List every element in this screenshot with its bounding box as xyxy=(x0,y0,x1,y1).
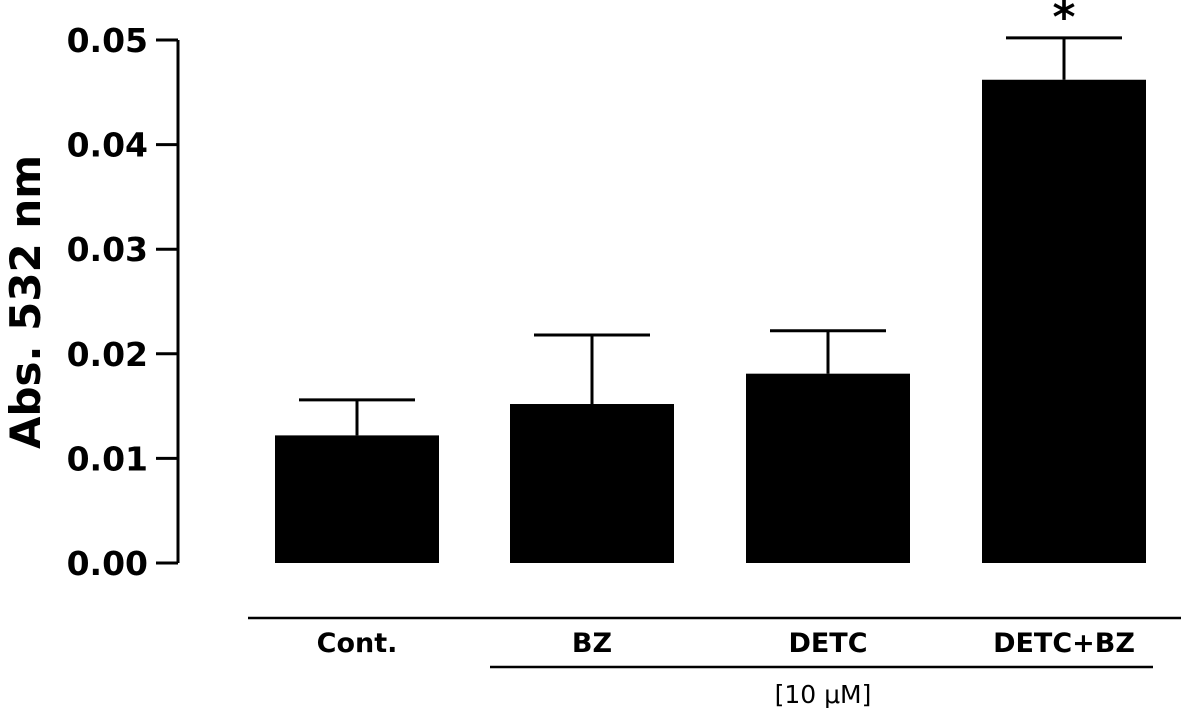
x-tick-label: BZ xyxy=(572,628,612,659)
y-tick-label: 0.02 xyxy=(67,335,148,374)
group-bracket-label: [10 μM] xyxy=(775,680,872,709)
y-axis: 0.00 0.01 0.02 0.03 0.04 0.05 xyxy=(67,21,180,583)
y-tick-label: 0.01 xyxy=(67,439,148,478)
bar xyxy=(746,373,910,563)
x-tick-label: Cont. xyxy=(317,628,398,659)
y-tick-label: 0.04 xyxy=(67,126,148,165)
y-tick-label: 0.05 xyxy=(67,21,148,60)
bar xyxy=(510,404,674,563)
bar xyxy=(275,435,439,563)
significance-marker: * xyxy=(1052,0,1075,43)
error-bars: * xyxy=(299,0,1122,436)
x-tick-label: DETC+BZ xyxy=(993,628,1135,659)
y-tick-label: 0.00 xyxy=(67,544,148,583)
x-axis: Cont. BZ DETC DETC+BZ xyxy=(248,616,1181,659)
x-tick-label: DETC xyxy=(788,628,867,659)
bar xyxy=(982,79,1146,564)
bars xyxy=(275,79,1146,564)
y-axis-label: Abs. 532 nm xyxy=(1,155,50,449)
y-tick-label: 0.03 xyxy=(67,230,148,269)
